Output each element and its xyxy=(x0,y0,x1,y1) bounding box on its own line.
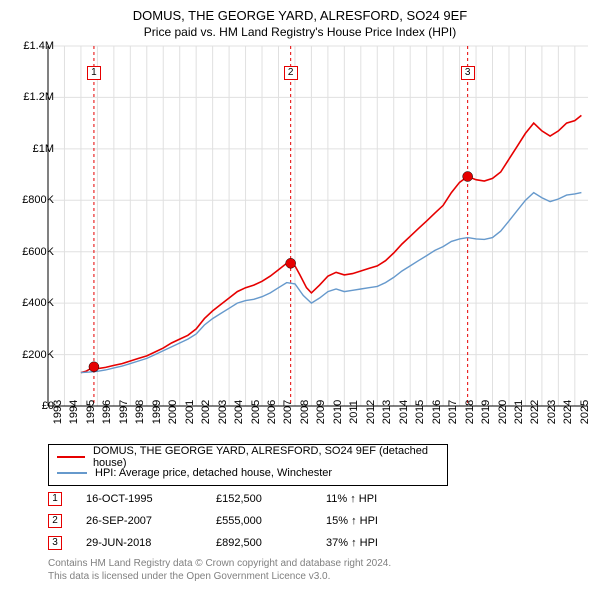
legend-label: HPI: Average price, detached house, Winc… xyxy=(95,467,332,479)
x-tick-label: 2006 xyxy=(266,400,278,424)
sale-marker-box: 3 xyxy=(461,66,475,80)
y-tick-label: £1.2M xyxy=(23,91,54,103)
x-tick-label: 2024 xyxy=(562,400,574,424)
x-tick-label: 2001 xyxy=(184,400,196,424)
x-tick-label: 2009 xyxy=(315,400,327,424)
annotation-row: 1 16-OCT-1995£152,50011% ↑ HPI xyxy=(48,488,378,510)
x-tick-label: 2004 xyxy=(233,400,245,424)
x-tick-label: 2002 xyxy=(200,400,212,424)
x-tick-label: 2016 xyxy=(431,400,443,424)
annotation-hpi: 37% ↑ HPI xyxy=(326,537,378,549)
x-tick-label: 1999 xyxy=(151,400,163,424)
x-tick-label: 2005 xyxy=(250,400,262,424)
sale-marker-box: 1 xyxy=(87,66,101,80)
x-tick-label: 1993 xyxy=(52,400,64,424)
annotation-date: 16-OCT-1995 xyxy=(86,493,216,505)
annotation-row: 3 29-JUN-2018£892,50037% ↑ HPI xyxy=(48,532,378,554)
x-tick-label: 2020 xyxy=(497,400,509,424)
annotation-row: 2 26-SEP-2007£555,00015% ↑ HPI xyxy=(48,510,378,532)
plot-area xyxy=(48,46,588,406)
footer-line1: Contains HM Land Registry data © Crown c… xyxy=(48,558,391,571)
x-tick-label: 2014 xyxy=(398,400,410,424)
x-tick-label: 2007 xyxy=(282,400,294,424)
x-tick-label: 2003 xyxy=(217,400,229,424)
legend: DOMUS, THE GEORGE YARD, ALRESFORD, SO24 … xyxy=(48,444,448,486)
annotation-price: £555,000 xyxy=(216,515,326,527)
y-tick-label: £200K xyxy=(22,349,54,361)
chart-container: DOMUS, THE GEORGE YARD, ALRESFORD, SO24 … xyxy=(0,0,600,590)
x-tick-label: 1998 xyxy=(134,400,146,424)
y-tick-label: £600K xyxy=(22,246,54,258)
y-tick-label: £800K xyxy=(22,194,54,206)
footer-note: Contains HM Land Registry data © Crown c… xyxy=(48,558,391,583)
x-tick-label: 2019 xyxy=(480,400,492,424)
annotation-marker: 3 xyxy=(48,536,62,550)
x-tick-label: 1994 xyxy=(68,400,80,424)
annotation-date: 26-SEP-2007 xyxy=(86,515,216,527)
annotation-marker: 2 xyxy=(48,514,62,528)
sale-marker-box: 2 xyxy=(284,66,298,80)
x-tick-label: 2013 xyxy=(381,400,393,424)
x-tick-label: 2012 xyxy=(365,400,377,424)
legend-swatch xyxy=(57,456,85,458)
annotations-table: 1 16-OCT-1995£152,50011% ↑ HPI 2 26-SEP-200… xyxy=(48,488,378,554)
x-tick-label: 2000 xyxy=(167,400,179,424)
chart-subtitle: Price paid vs. HM Land Registry's House … xyxy=(0,25,600,39)
footer-line2: This data is licensed under the Open Gov… xyxy=(48,571,391,584)
x-tick-label: 2010 xyxy=(332,400,344,424)
annotation-hpi: 11% ↑ HPI xyxy=(326,493,377,505)
x-tick-label: 2025 xyxy=(579,400,591,424)
x-tick-label: 2011 xyxy=(348,400,360,424)
x-tick-label: 2021 xyxy=(513,400,525,424)
x-tick-label: 2023 xyxy=(546,400,558,424)
legend-swatch xyxy=(57,472,87,474)
annotation-date: 29-JUN-2018 xyxy=(86,537,216,549)
annotation-price: £152,500 xyxy=(216,493,326,505)
annotation-hpi: 15% ↑ HPI xyxy=(326,515,378,527)
y-tick-label: £1.4M xyxy=(23,40,54,52)
annotation-marker: 1 xyxy=(48,492,62,506)
x-tick-label: 2022 xyxy=(529,400,541,424)
x-tick-label: 1996 xyxy=(101,400,113,424)
x-tick-label: 2017 xyxy=(447,400,459,424)
title-block: DOMUS, THE GEORGE YARD, ALRESFORD, SO24 … xyxy=(0,0,600,39)
x-tick-label: 1995 xyxy=(85,400,97,424)
plot-svg xyxy=(48,46,588,406)
x-tick-label: 2018 xyxy=(464,400,476,424)
legend-label: DOMUS, THE GEORGE YARD, ALRESFORD, SO24 … xyxy=(93,445,439,469)
x-tick-label: 2015 xyxy=(414,400,426,424)
legend-row: DOMUS, THE GEORGE YARD, ALRESFORD, SO24 … xyxy=(57,449,439,465)
chart-title: DOMUS, THE GEORGE YARD, ALRESFORD, SO24 … xyxy=(0,8,600,23)
x-tick-label: 1997 xyxy=(118,400,130,424)
annotation-price: £892,500 xyxy=(216,537,326,549)
x-tick-label: 2008 xyxy=(299,400,311,424)
y-tick-label: £400K xyxy=(22,297,54,309)
y-tick-label: £1M xyxy=(33,143,54,155)
